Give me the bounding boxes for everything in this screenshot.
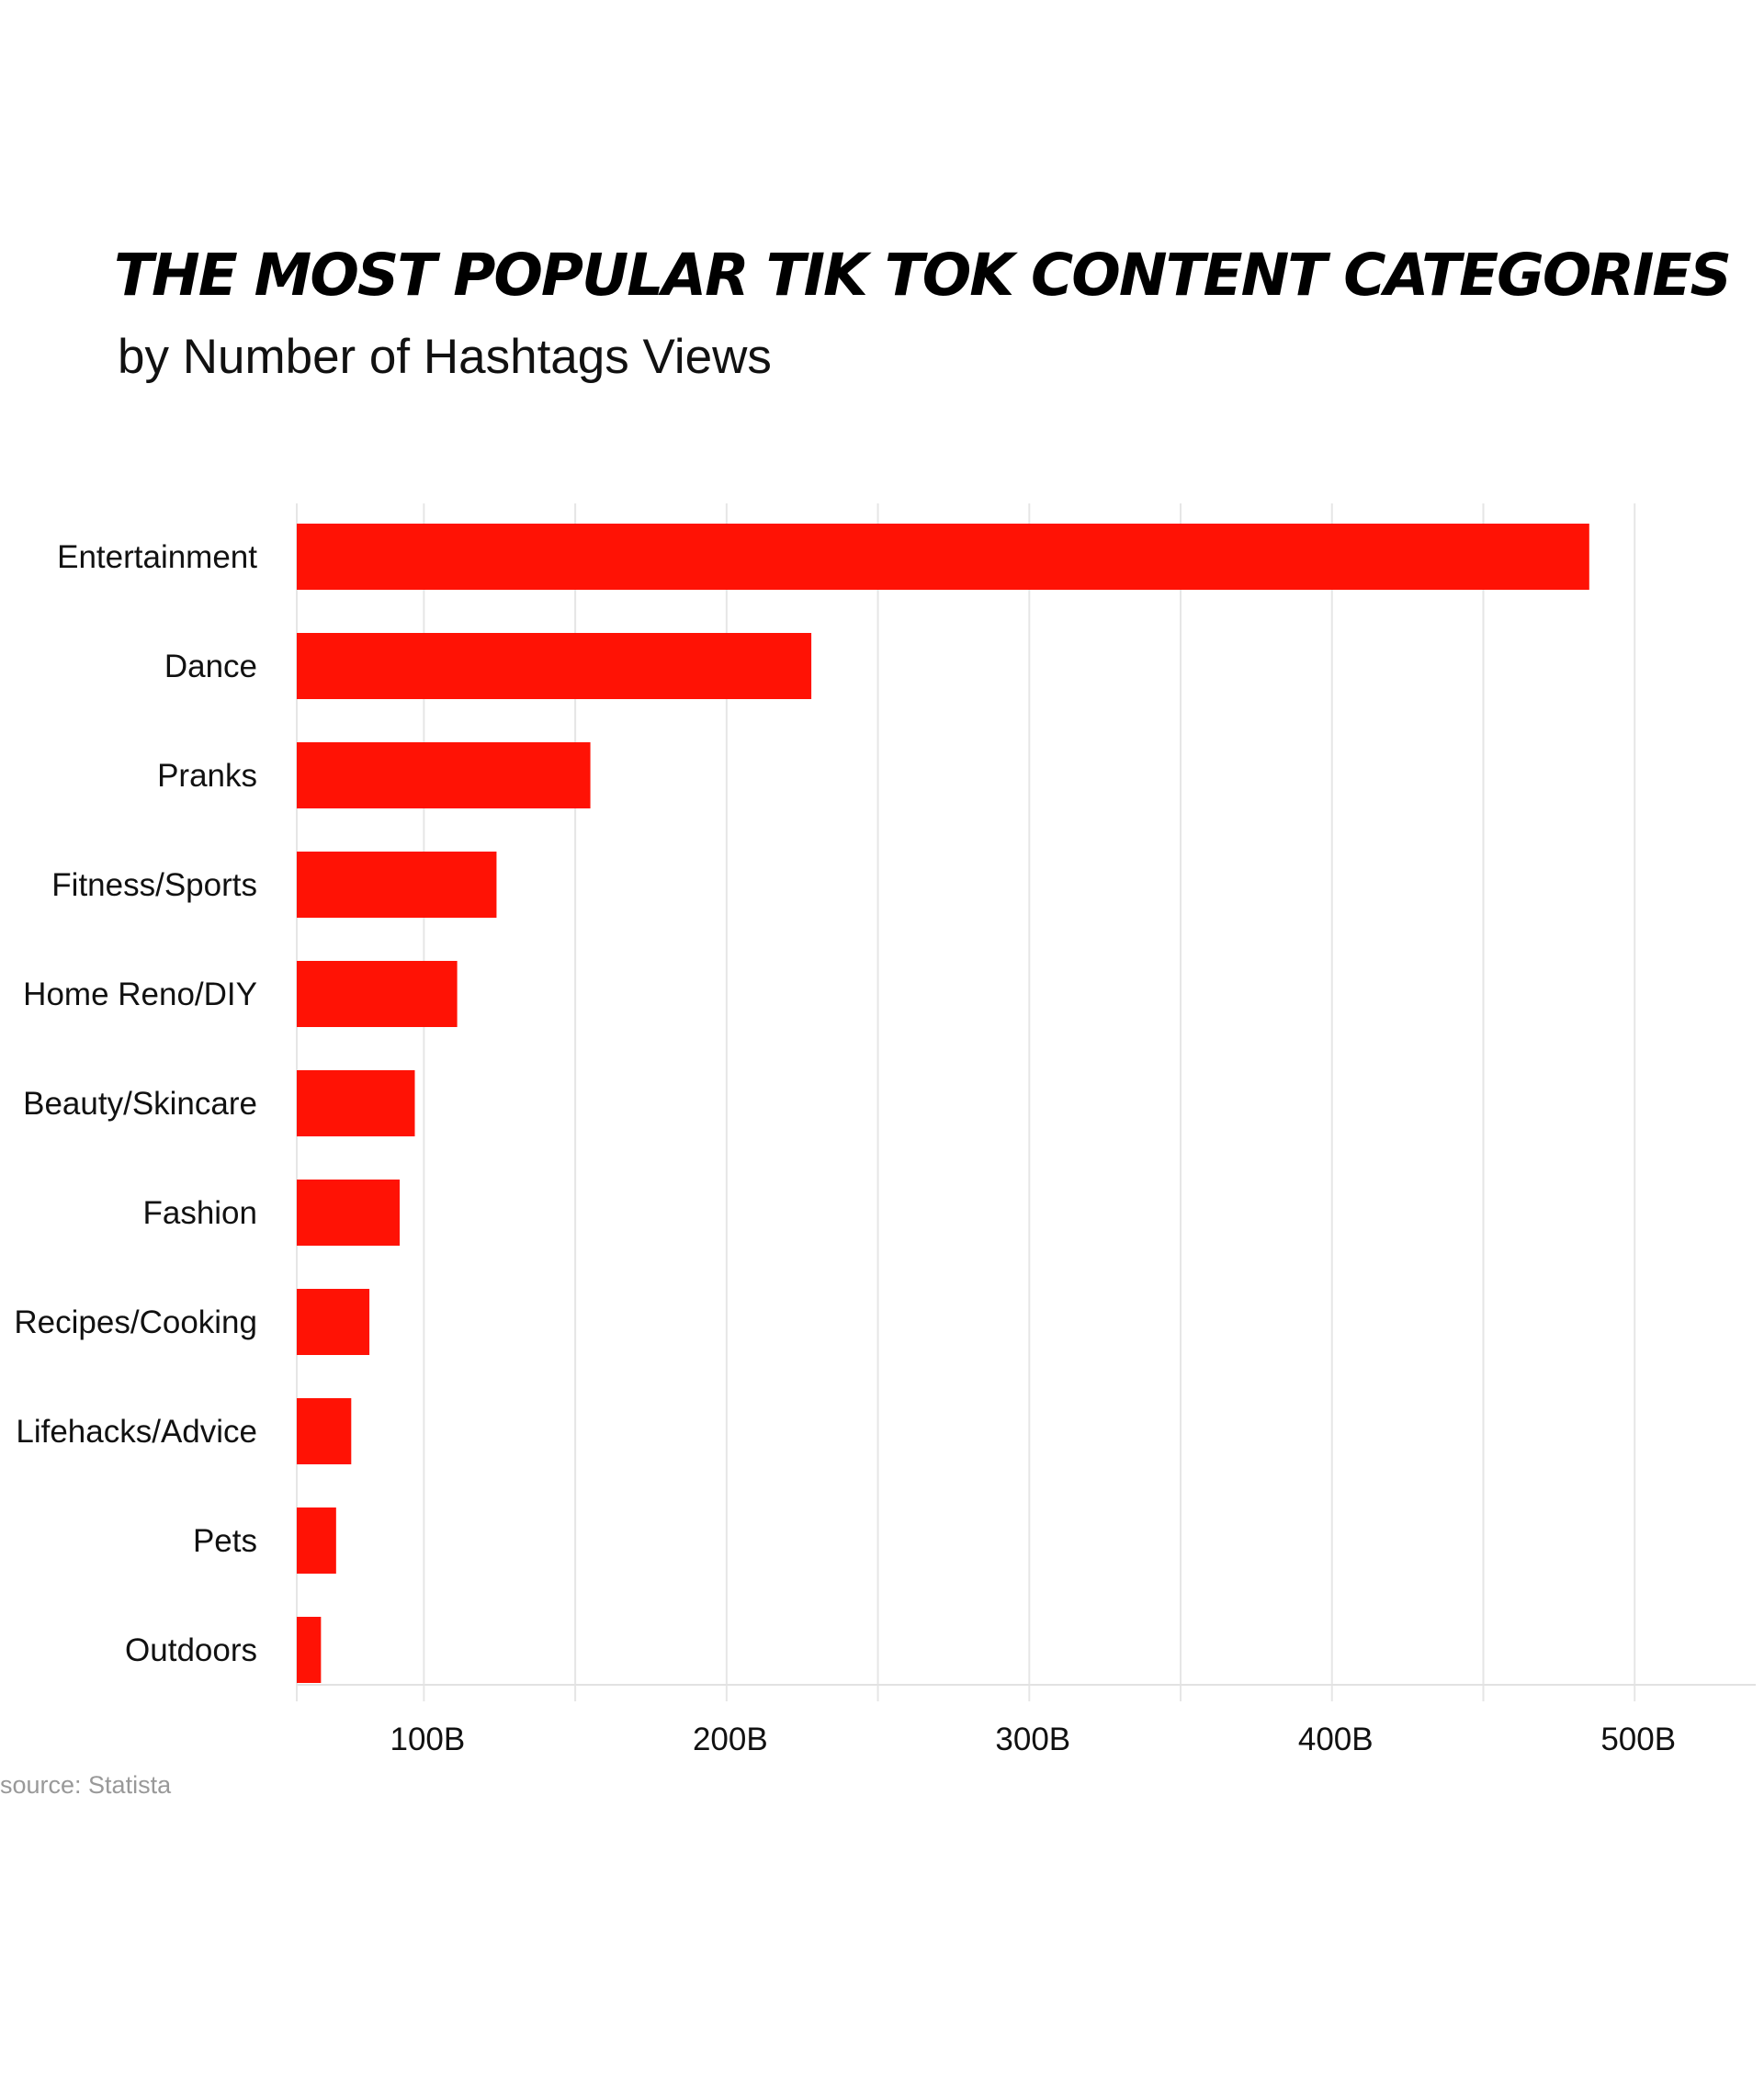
- category-label: Recipes/Cooking: [14, 1304, 257, 1340]
- category-label: Home Reno/DIY: [23, 977, 257, 1012]
- grid-lines: [296, 503, 1636, 1701]
- source-note: source: Statista: [0, 1771, 172, 1799]
- x-tick-label: 500B: [1600, 1722, 1676, 1757]
- bar-recipes-cooking: [297, 1289, 370, 1355]
- x-tick-label: 200B: [693, 1722, 768, 1757]
- x-tick-labels: 100B 200B 300B 400B 500B: [390, 1722, 1676, 1757]
- bar-beauty-skincare: [297, 1070, 415, 1136]
- category-labels: Entertainment Dance Pranks Fitness/Sports Ho…: [14, 539, 257, 1668]
- bar-dance: [297, 633, 812, 699]
- bar-fitness-sports: [297, 852, 497, 918]
- category-label: Fashion: [142, 1195, 257, 1231]
- x-tick-label: 300B: [995, 1722, 1070, 1757]
- category-label: Outdoors: [125, 1632, 257, 1668]
- bars: [297, 524, 1589, 1683]
- category-label: Pets: [193, 1523, 257, 1559]
- bar-pets: [297, 1507, 336, 1574]
- chart-subtitle: by Number of Hashtags Views: [118, 330, 772, 384]
- category-label: Lifehacks/Advice: [16, 1414, 257, 1450]
- bar-entertainment: [297, 524, 1589, 590]
- chart-title: THE MOST POPULAR TIK TOK CONTENT CATEGOR…: [114, 242, 1732, 309]
- category-label: Pranks: [157, 758, 257, 794]
- bar-pranks: [297, 742, 591, 808]
- bar-home-reno-diy: [297, 961, 458, 1027]
- bar-outdoors: [297, 1617, 322, 1683]
- bar-fashion: [297, 1180, 401, 1246]
- category-label: Entertainment: [57, 539, 257, 575]
- x-tick-label: 100B: [390, 1722, 465, 1757]
- category-label: Beauty/Skincare: [23, 1086, 257, 1122]
- category-label: Fitness/Sports: [51, 867, 257, 903]
- x-tick-label: 400B: [1298, 1722, 1374, 1757]
- bar-lifehacks-advice: [297, 1398, 352, 1464]
- category-label: Dance: [164, 649, 257, 684]
